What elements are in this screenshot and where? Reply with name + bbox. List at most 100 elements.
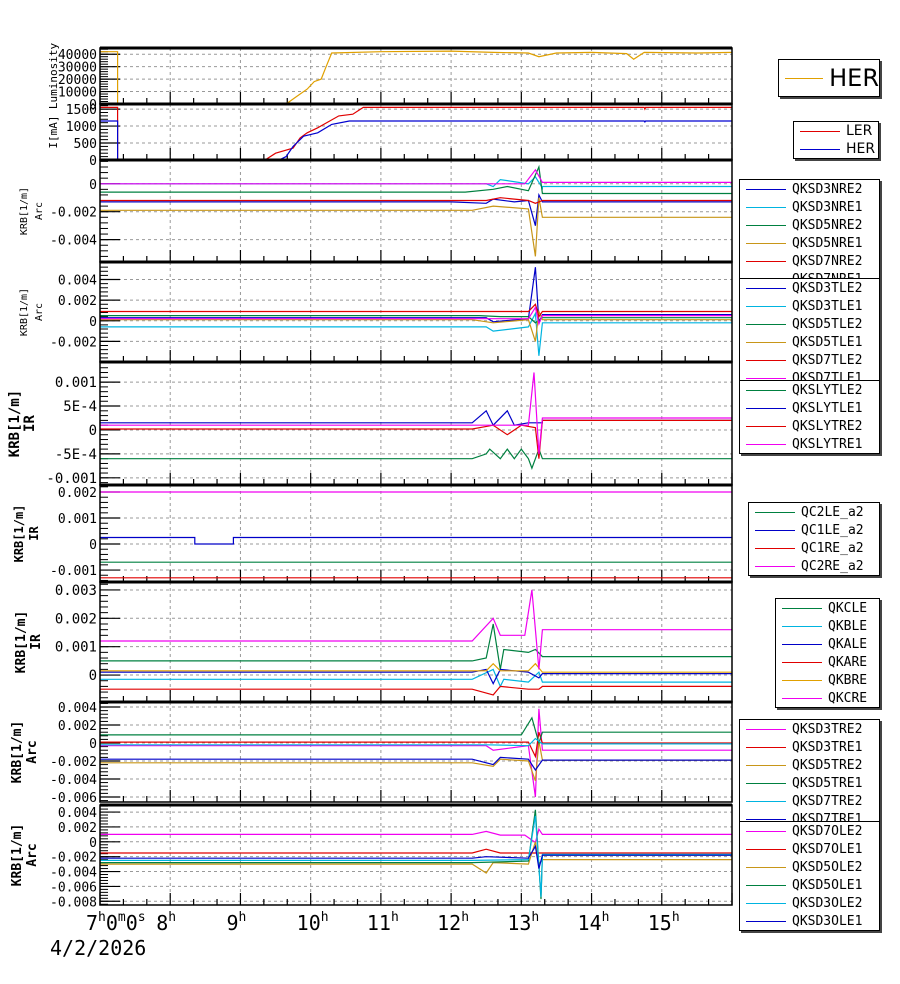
ytick-label: 0.004 bbox=[58, 806, 97, 821]
xtick-label: 14h bbox=[578, 910, 610, 935]
ytick-label: -0.004 bbox=[50, 773, 97, 788]
legend-label: LER bbox=[846, 123, 873, 139]
legend-label: QC2LE_a2 bbox=[801, 504, 864, 520]
legend-entry: QKSLYTRE2 bbox=[740, 417, 879, 435]
legend-swatch bbox=[755, 547, 795, 549]
ytick-label: -0.006 bbox=[50, 791, 97, 806]
legend-label: QKSD7OLE1 bbox=[792, 841, 863, 857]
series-QKSD3NRE1 bbox=[100, 175, 732, 190]
legend-label: QKSD3OLE2 bbox=[792, 895, 863, 911]
series-QKSD7TRE1 bbox=[100, 756, 732, 772]
legend-label: QKSD3TRE1 bbox=[792, 739, 863, 755]
legend-ir-sly: QKSLYTLE2 QKSLYTLE1 QKSLYTRE2 QKSLYTRE1 bbox=[739, 380, 880, 454]
legend-label: QKSD7OLE2 bbox=[792, 823, 863, 839]
legend-swatch bbox=[746, 407, 786, 409]
series-QKSD7OLE1 bbox=[100, 848, 732, 854]
series-QKALE bbox=[100, 668, 732, 685]
series-QKCLE bbox=[100, 623, 732, 670]
ytick-label: 0 bbox=[89, 154, 97, 169]
legend-swatch bbox=[746, 830, 786, 832]
legend-entry: QKCLE bbox=[776, 599, 879, 617]
ylabel: KRB[1/m] bbox=[19, 187, 30, 235]
legend-entry: QKSD5TRE2 bbox=[740, 756, 879, 774]
ylabel: I[mA] bbox=[47, 115, 60, 148]
legend-label: QKSD5TRE1 bbox=[792, 775, 863, 791]
legend-entry: QKSD3TLE1 bbox=[740, 297, 879, 315]
ytick-label: 0.002 bbox=[58, 294, 97, 309]
ytick-label: 0 bbox=[89, 737, 97, 752]
legend-label: QKBRE bbox=[828, 672, 868, 688]
ytick-label: 20000 bbox=[58, 73, 97, 88]
legend-entry: QKSD7OLE2 bbox=[740, 822, 879, 840]
legend-label: QKSD3TLE1 bbox=[792, 298, 863, 314]
ytick-label: 40000 bbox=[58, 48, 97, 63]
legend-entry: QKSD3NRE1 bbox=[740, 198, 879, 216]
legend-swatch bbox=[746, 818, 786, 820]
legend-arc-ole: QKSD7OLE2 QKSD7OLE1 QKSD5OLE2 QKSD5OLE1 QKSD… bbox=[739, 821, 880, 931]
legend-swatch bbox=[782, 679, 822, 681]
series-QKSLYTRE2 bbox=[100, 419, 732, 459]
date-label: 4/2/2026 bbox=[50, 936, 147, 960]
legend-entry: QKSD3TRE1 bbox=[740, 738, 879, 756]
legend-ir-qc: QC2LE_a2 QC1LE_a2 QC1RE_a2 QC2RE_a2 bbox=[748, 502, 880, 576]
legend-swatch bbox=[746, 377, 786, 379]
legend-entry: QKCRE bbox=[776, 689, 879, 707]
legend-entry: QKSD7OLE1 bbox=[740, 840, 879, 858]
series-HER bbox=[100, 120, 732, 161]
series-QKSD5OLE2 bbox=[100, 841, 732, 874]
series-QKSD3TRE2 bbox=[100, 708, 732, 798]
ylabel: KRB[1/m] bbox=[19, 288, 30, 336]
legend-swatch bbox=[755, 511, 795, 513]
legend-swatch bbox=[746, 341, 786, 343]
series-QKSD3TLE2 bbox=[100, 267, 732, 324]
ylabel: KRB[1/m] bbox=[10, 721, 25, 784]
legend-swatch bbox=[746, 782, 786, 784]
legend-label: QKSD7TLE2 bbox=[792, 352, 863, 368]
legend-entry: HER bbox=[779, 60, 879, 96]
ylabel: KRB[1/m] bbox=[10, 824, 25, 887]
series-QKSD3NRE2 bbox=[100, 192, 732, 226]
ytick-label: 0.002 bbox=[55, 611, 97, 627]
panel-arc-nre: -0.004 -0.002 0 KRB[1/m] Arc bbox=[19, 158, 733, 263]
legend-swatch bbox=[746, 287, 786, 289]
legend-swatch bbox=[746, 764, 786, 766]
series-QKSD5NRE2 bbox=[100, 164, 732, 195]
series-QKSD7OLE2 bbox=[100, 827, 732, 844]
series-QKSD5NRE1 bbox=[100, 197, 732, 257]
ytick-label: -5E-4 bbox=[55, 447, 97, 463]
legend-entry: QKSD5OLE2 bbox=[740, 858, 879, 876]
ylabel: IR bbox=[29, 634, 44, 650]
series-QKSD7NRE2 bbox=[100, 197, 732, 204]
legend-label: QKSLYTRE1 bbox=[792, 436, 863, 452]
series-QKSD3OLE1 bbox=[100, 844, 732, 869]
legend-entry: HER bbox=[794, 140, 878, 158]
legend-ir-qk: QKCLE QKBLE QKALE QKARE QKBRE QKCRE bbox=[775, 598, 880, 708]
legend-label: QKSLYTRE2 bbox=[792, 418, 863, 434]
legend-label: QC2RE_a2 bbox=[801, 558, 864, 574]
series-QKSD7TLE2 bbox=[100, 303, 732, 318]
panel-arc-tre: -0.006 -0.004 -0.002 0 0.002 0.004 KRB[1/m] Arc bbox=[10, 700, 733, 806]
legend-swatch bbox=[755, 565, 795, 567]
legend-luminosity: HER bbox=[778, 59, 880, 97]
legend-label: QKSD3TLE2 bbox=[792, 280, 863, 296]
legend-current: LER HER bbox=[793, 121, 879, 159]
legend-swatch bbox=[746, 359, 786, 361]
ytick-label: 0 bbox=[89, 98, 97, 113]
panel-frame bbox=[99, 581, 733, 703]
legend-swatch bbox=[746, 188, 786, 190]
ytick-label: 0 bbox=[89, 538, 97, 553]
legend-swatch bbox=[746, 305, 786, 307]
legend-entry: QKSD3NRE2 bbox=[740, 180, 879, 198]
series-QKSD5TRE2 bbox=[100, 741, 732, 781]
ylabel: KRB[1/m] bbox=[12, 505, 26, 563]
ytick-label: 0.004 bbox=[58, 274, 97, 289]
legend-label: QKSD3NRE2 bbox=[792, 181, 863, 197]
ylabel: Arc bbox=[34, 202, 45, 220]
legend-label: QC1LE_a2 bbox=[801, 522, 864, 538]
ytick-label: 0 bbox=[89, 178, 97, 193]
legend-entry: QKALE bbox=[776, 635, 879, 653]
series-QKSD5TLE2 bbox=[100, 315, 732, 324]
